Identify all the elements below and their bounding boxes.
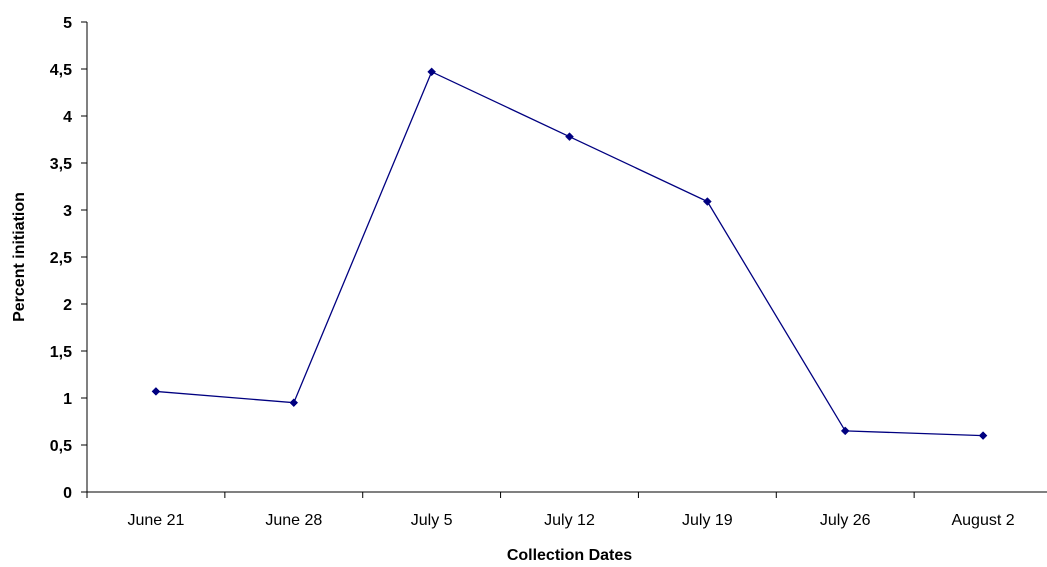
x-axis: June 21 June 28 July 5 July 12 July 19 July 2… — [86, 491, 1047, 529]
x-tick-label: June 21 — [127, 512, 184, 529]
y-axis: 0 0,5 1 1,5 2 2,5 3 3,5 4 4,5 5 — [50, 15, 88, 502]
x-tick-label: June 28 — [265, 512, 322, 529]
y-tick-label: 1 — [63, 391, 72, 408]
y-tick-label: 2,5 — [50, 250, 72, 267]
data-point — [703, 197, 712, 206]
y-tick-label: 1,5 — [50, 344, 72, 361]
y-axis-title: Percent initiation — [11, 192, 28, 322]
y-tick-label: 0 — [63, 485, 72, 502]
y-tick-label: 5 — [63, 15, 72, 32]
data-point — [289, 398, 299, 408]
x-tick-label: July 5 — [411, 512, 453, 529]
y-tick-label: 4 — [63, 109, 72, 126]
x-tick-label: August 2 — [951, 512, 1014, 529]
y-tick-label: 3 — [63, 203, 72, 220]
x-tick-label: July 12 — [544, 512, 595, 529]
y-tick-label: 4,5 — [50, 62, 72, 79]
data-point — [565, 132, 574, 142]
x-tick-label: July 26 — [820, 512, 871, 529]
series-line — [155, 70, 984, 437]
data-point — [840, 426, 850, 436]
y-tick-label: 3,5 — [50, 156, 72, 173]
x-axis-title: Collection Dates — [507, 547, 632, 564]
data-point — [427, 67, 436, 77]
data-point — [978, 431, 988, 440]
x-tick-label: July 19 — [682, 512, 733, 529]
data-point — [151, 387, 161, 396]
y-tick-label: 2 — [63, 297, 72, 314]
y-tick-label: 0,5 — [50, 438, 72, 455]
series-group — [151, 67, 988, 440]
